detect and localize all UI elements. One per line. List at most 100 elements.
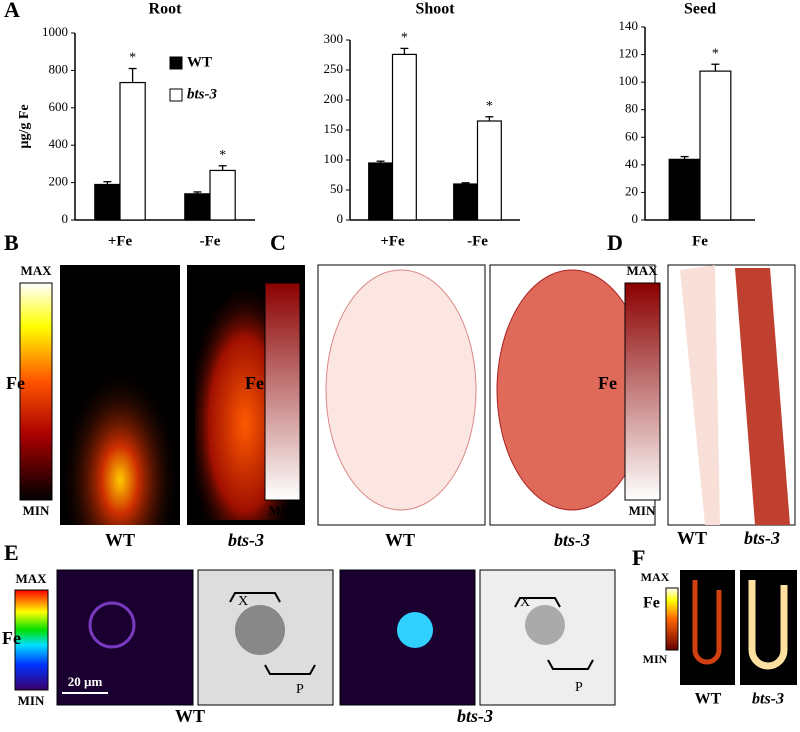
image-signal: [60, 300, 180, 525]
bar: [184, 193, 211, 221]
colorbar-max: MAX: [641, 570, 670, 584]
y-tick-label: 1000: [42, 24, 68, 39]
panel-label: A: [4, 0, 20, 22]
embryo: [748, 580, 788, 670]
chart-title: Root: [149, 1, 183, 18]
bar: [699, 70, 732, 221]
bracket: [514, 597, 561, 608]
region-label: P: [575, 680, 583, 695]
error-bar: [218, 165, 227, 171]
cells: [397, 612, 433, 648]
bar: [453, 183, 479, 221]
panel-label: C: [270, 230, 286, 255]
colorbar-min: MIN: [23, 503, 50, 518]
colorbar-max: MAX: [626, 263, 658, 278]
image: [680, 570, 735, 685]
colorbar-max: MAX: [266, 263, 298, 278]
y-tick-label: 0: [62, 211, 69, 226]
genotype: WT: [695, 691, 722, 708]
y-tick-label: 50: [330, 181, 343, 196]
error-bar: [376, 160, 385, 163]
y-tick-label: 400: [49, 136, 69, 151]
legend-swatch: [169, 88, 183, 102]
y-tick-label: 250: [324, 61, 344, 76]
chart-title: Shoot: [415, 1, 455, 18]
bar: [119, 81, 146, 221]
colorbar-label: Fe: [598, 373, 617, 393]
error-bar: [103, 181, 112, 185]
vascular: [235, 605, 285, 655]
bar: [668, 158, 701, 221]
colorbar-min: MIN: [18, 693, 45, 708]
colorbar: [665, 587, 679, 651]
bracket: [264, 664, 316, 675]
x-tick-label: Fe: [692, 233, 708, 249]
region-label: X: [238, 594, 248, 609]
y-axis-label: µg/g Fe: [17, 104, 32, 148]
x-tick-label: -Fe: [467, 233, 488, 249]
panel-label: E: [4, 540, 19, 565]
bar: [94, 183, 121, 221]
colorbar-label: Fe: [245, 373, 264, 393]
y-tick-label: 140: [619, 18, 639, 33]
y-tick-label: 40: [625, 156, 638, 171]
image: [56, 569, 194, 706]
genotype: bts-3: [457, 706, 493, 726]
colorbar: [264, 282, 301, 501]
cells: [88, 601, 136, 649]
region-label: X: [520, 595, 530, 610]
y-tick-label: 200: [49, 174, 69, 189]
silique: [680, 265, 720, 525]
y-tick-label: 100: [619, 73, 639, 88]
y-tick-label: 120: [619, 46, 639, 61]
colorbar-min: MIN: [629, 503, 656, 518]
scale-bar-label: 20 µm: [68, 674, 103, 689]
colorbar: [19, 282, 53, 501]
colorbar-max: MAX: [20, 263, 52, 278]
vascular: [525, 605, 565, 645]
annotation: *: [401, 31, 408, 46]
genotype: bts-3: [554, 530, 590, 550]
embryo: [692, 580, 722, 665]
x-tick-label: +Fe: [380, 233, 405, 249]
annotation: *: [712, 46, 719, 61]
error-bar: [680, 155, 689, 160]
y-tick-label: 0: [632, 211, 639, 226]
genotype: WT: [677, 528, 707, 548]
error-bar: [128, 67, 137, 83]
genotype: WT: [105, 530, 135, 550]
bracket: [229, 592, 281, 603]
colorbar-label: Fe: [2, 628, 21, 648]
y-tick-label: 800: [49, 61, 69, 76]
genotype: WT: [175, 706, 205, 726]
colorbar: [14, 589, 49, 691]
colorbar-label: Fe: [6, 373, 25, 393]
x-tick-label: -Fe: [200, 233, 221, 249]
error-bar: [485, 116, 494, 121]
error-bar: [711, 63, 720, 72]
legend-label: WT: [187, 54, 212, 70]
y-tick-label: 100: [324, 151, 344, 166]
annotation: *: [219, 148, 226, 163]
silique: [735, 268, 790, 525]
y-tick-label: 600: [49, 99, 69, 114]
leaf: [325, 269, 477, 511]
annotation: *: [129, 51, 136, 66]
y-tick-label: 60: [625, 128, 638, 143]
error-bar: [461, 182, 470, 184]
colorbar-min: MIN: [269, 503, 296, 518]
error-bar: [400, 47, 409, 55]
colorbar: [624, 282, 661, 501]
bar: [209, 169, 236, 221]
bracket: [547, 659, 594, 670]
y-tick-label: 300: [324, 31, 344, 46]
y-tick-label: 150: [324, 121, 344, 136]
genotype: bts-3: [752, 691, 784, 708]
bar: [368, 162, 394, 221]
region-label: P: [296, 682, 304, 697]
error-bar: [193, 191, 202, 194]
colorbar-min: MIN: [643, 652, 668, 666]
colorbar-label: Fe: [643, 595, 660, 612]
genotype: bts-3: [744, 528, 780, 548]
